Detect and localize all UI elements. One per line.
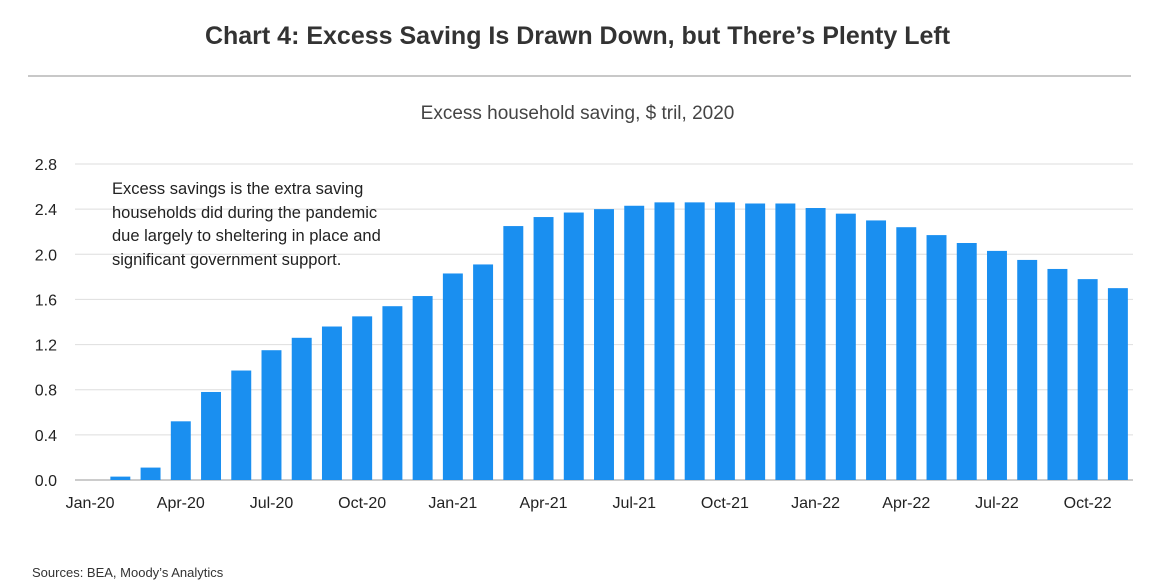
bar-jan-21 (442, 273, 463, 480)
bar-may-20 (201, 391, 222, 480)
bar-sep-20 (321, 326, 342, 480)
bar-jun-22 (956, 243, 977, 480)
bar-may-21 (563, 212, 584, 480)
chart-title: Chart 4: Excess Saving Is Drawn Down, bu… (204, 22, 951, 50)
x-tick-label: Jul-21 (612, 495, 656, 512)
x-axis-ticks: Jan-20 Apr-20 Jul-20 Oct-20 Jan-21 Apr-21 Jul-… (66, 495, 1112, 512)
bar-oct-20 (352, 316, 373, 480)
source-note: Sources: BEA, Moody’s Analytics (32, 565, 224, 580)
bar-feb-20 (110, 476, 131, 480)
bar-aug-22 (1017, 259, 1038, 480)
y-tick-label: 1.2 (35, 338, 57, 355)
x-tick-label: Jan-22 (791, 495, 840, 512)
bar-apr-20 (170, 421, 191, 480)
x-tick-label: Jan-21 (428, 495, 477, 512)
bar-oct-22 (1077, 279, 1098, 480)
x-tick-label: Jan-20 (66, 495, 115, 512)
bar-jul-21 (624, 205, 645, 480)
y-tick-label: 1.6 (35, 292, 57, 309)
bar-mar-22 (866, 220, 887, 480)
annotation-line-3: due largely to sheltering in place and (112, 227, 381, 245)
x-tick-label: Jul-20 (250, 495, 294, 512)
x-tick-label: Oct-20 (338, 495, 386, 512)
annotation-line-1: Excess savings is the extra saving (112, 180, 363, 198)
annotation-line-4: significant government support. (112, 251, 341, 269)
bar-jul-20 (261, 350, 282, 480)
bar-may-22 (926, 235, 947, 480)
bar-aug-20 (291, 337, 312, 480)
bar-sep-22 (1047, 268, 1068, 480)
chart-subtitle: Excess household saving, $ tril, 2020 (420, 103, 735, 124)
x-tick-label: Apr-20 (157, 495, 205, 512)
x-tick-label: Apr-22 (882, 495, 930, 512)
bar-feb-21 (473, 264, 494, 480)
bar-mar-20 (140, 467, 161, 480)
y-tick-label: 2.0 (35, 247, 57, 264)
bar-dec-20 (412, 296, 433, 480)
x-tick-label: Oct-21 (701, 495, 749, 512)
bar-nov-21 (745, 203, 766, 480)
bar-jan-22 (805, 208, 826, 480)
bar-apr-21 (533, 217, 554, 481)
bar-feb-22 (835, 213, 856, 480)
bar-nov-20 (382, 306, 403, 480)
title-divider (28, 75, 1131, 77)
y-axis-ticks: 0.0 0.4 0.8 1.2 1.6 2.0 2.4 2.8 (35, 157, 57, 490)
y-tick-label: 0.8 (35, 383, 57, 400)
bars (110, 202, 1128, 481)
y-tick-label: 0.4 (35, 428, 57, 445)
x-tick-label: Jul-22 (975, 495, 1019, 512)
bar-dec-21 (775, 203, 796, 480)
bar-jun-21 (594, 209, 614, 480)
x-tick-label: Oct-22 (1064, 495, 1112, 512)
bar-jun-20 (231, 370, 252, 480)
annotation-line-2: households did during the pandemic (112, 204, 377, 222)
bar-aug-21 (654, 202, 675, 480)
bar-mar-21 (503, 226, 524, 480)
bar-sep-21 (684, 202, 705, 480)
bar-apr-22 (896, 227, 917, 480)
x-tick-label: Apr-21 (520, 495, 568, 512)
bar-jul-22 (986, 250, 1007, 480)
y-tick-label: 2.8 (35, 157, 57, 174)
y-tick-label: 2.4 (35, 202, 57, 219)
bar-oct-21 (714, 202, 735, 480)
y-tick-label: 0.0 (35, 473, 57, 490)
bar-nov-22 (1107, 288, 1128, 480)
